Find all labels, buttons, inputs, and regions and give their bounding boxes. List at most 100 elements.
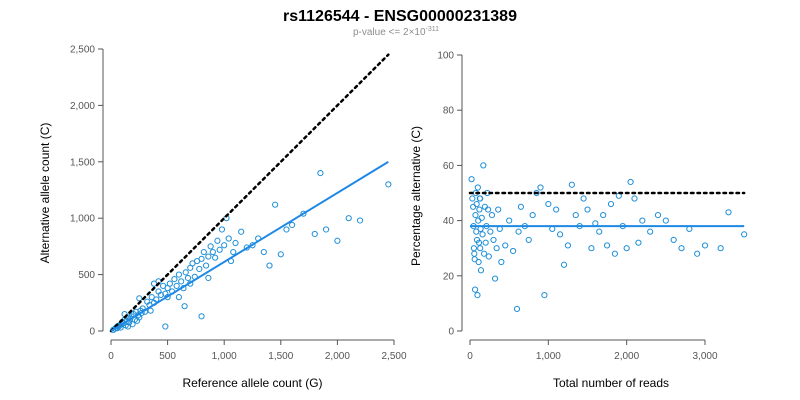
data-point — [484, 206, 492, 213]
data-point — [162, 323, 169, 330]
data-point — [475, 258, 482, 266]
data-point — [654, 211, 662, 219]
data-point — [481, 250, 488, 257]
data-point — [468, 176, 475, 183]
data-point — [487, 228, 494, 235]
data-point — [476, 206, 483, 213]
data-point — [741, 231, 748, 238]
data-point — [147, 307, 154, 314]
data-point — [277, 251, 284, 258]
data-point — [175, 271, 183, 278]
data-point — [564, 242, 572, 249]
data-point — [289, 221, 296, 229]
data-point — [212, 254, 219, 261]
data-point — [670, 236, 677, 244]
x-tick-label: 2,500 — [381, 351, 406, 362]
y-tick-label: 1,500 — [70, 157, 95, 168]
data-point — [491, 275, 499, 282]
subtitle-exponent: -311 — [426, 26, 440, 33]
data-point — [153, 296, 160, 303]
data-point — [311, 230, 318, 238]
data-point — [600, 211, 607, 219]
data-point — [470, 203, 477, 210]
data-point — [283, 226, 290, 233]
data-point — [717, 245, 724, 252]
data-point — [515, 228, 522, 235]
data-point — [198, 255, 205, 262]
data-point — [517, 203, 525, 210]
data-point — [218, 226, 226, 233]
data-point — [471, 286, 479, 293]
data-point — [560, 261, 568, 268]
x-tick-label: 1,500 — [268, 351, 293, 362]
data-point — [136, 295, 143, 302]
x-tick-label: 0 — [108, 351, 114, 362]
data-point — [482, 239, 489, 246]
data-point — [513, 305, 521, 313]
data-point — [356, 217, 364, 224]
y-tick-label: 2,500 — [70, 45, 95, 56]
data-point — [225, 235, 232, 242]
y-axis-label: Percentage alternative (C) — [409, 126, 423, 266]
data-point — [488, 211, 496, 219]
data-point — [623, 245, 630, 252]
data-point — [175, 294, 183, 301]
data-point — [173, 282, 180, 289]
data-point — [300, 210, 307, 217]
y-tick-label: 500 — [78, 270, 95, 281]
y-axis-label: Alternative allele count (C) — [38, 123, 52, 264]
data-point — [182, 269, 189, 276]
data-point — [572, 211, 579, 219]
data-point — [473, 200, 480, 208]
data-point — [475, 239, 483, 246]
data-point — [537, 184, 544, 191]
fitted-line — [110, 160, 389, 332]
data-point — [385, 181, 392, 188]
data-point — [232, 239, 239, 247]
y-tick-label: 40 — [443, 216, 455, 227]
data-point — [725, 209, 732, 216]
data-point — [477, 245, 484, 252]
chart-subtitle: p-value <= 2×10-311 — [353, 26, 439, 38]
x-tick-label: 500 — [159, 351, 176, 362]
data-point — [124, 323, 132, 330]
data-point — [495, 206, 502, 213]
data-point — [196, 265, 203, 273]
data-point — [178, 278, 185, 285]
data-point — [694, 250, 701, 257]
data-point — [166, 280, 173, 287]
data-point — [345, 215, 352, 222]
data-point — [317, 169, 324, 177]
data-point — [334, 237, 341, 244]
y-tick-label: 1,000 — [70, 214, 95, 225]
data-point — [209, 248, 216, 256]
y-tick-label: 2,000 — [70, 101, 95, 112]
y-tick-label: 0 — [89, 327, 95, 338]
data-point — [474, 292, 481, 299]
data-point — [171, 276, 178, 283]
allele-count-panel: 0 500 1,000 1,500 2,000 2,500 0 500 1,000 1,500 2,… — [38, 45, 407, 391]
data-point — [469, 195, 476, 202]
data-point — [471, 250, 478, 257]
data-point — [607, 200, 615, 208]
data-point — [477, 195, 484, 202]
data-point — [216, 246, 223, 253]
data-point — [490, 236, 497, 244]
y-tick-label: 60 — [443, 161, 455, 172]
data-point — [553, 206, 560, 213]
x-tick-label: 3,000 — [692, 351, 717, 362]
data-point — [493, 245, 500, 252]
data-point — [479, 231, 486, 238]
data-point — [184, 274, 192, 282]
data-point — [647, 228, 654, 235]
data-point — [701, 242, 709, 249]
x-tick-label: 1,000 — [212, 351, 237, 362]
data-point — [584, 206, 591, 213]
data-point — [207, 243, 214, 250]
data-point — [545, 200, 552, 208]
data-point — [541, 292, 548, 299]
data-point — [639, 217, 646, 224]
data-point — [596, 228, 603, 235]
data-point — [509, 247, 517, 255]
